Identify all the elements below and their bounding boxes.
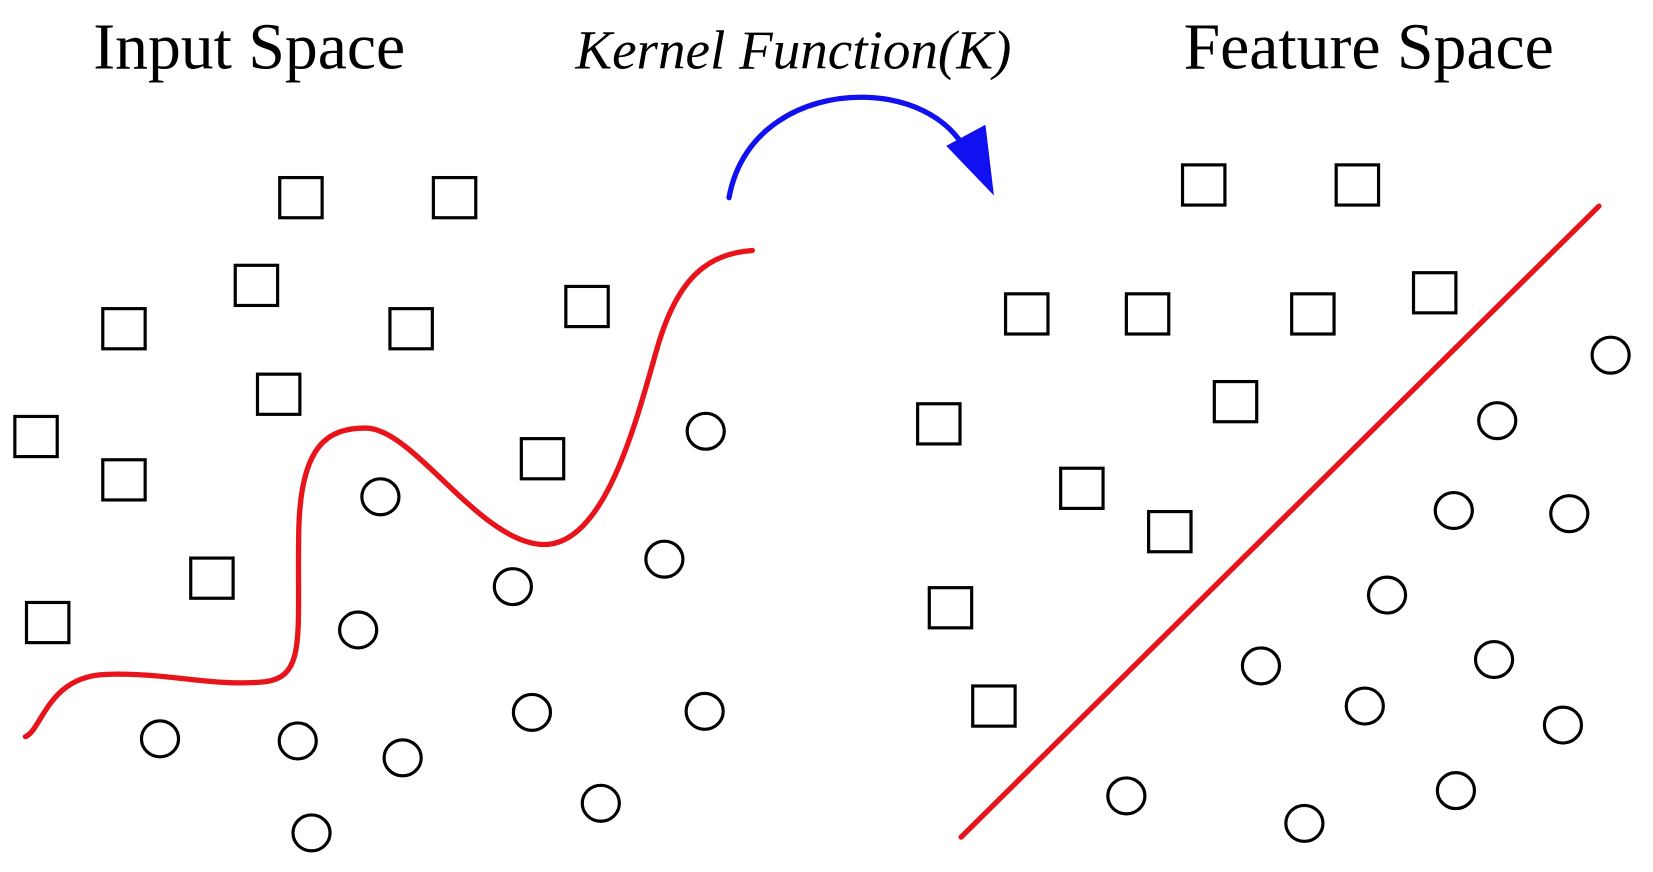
feature-square-point (1290, 292, 1336, 336)
input-square-point (431, 175, 478, 220)
feature-square-point (1212, 379, 1259, 424)
input-square-point (233, 263, 280, 308)
input-square-point (189, 556, 235, 600)
input-circle-point (139, 719, 181, 759)
input-circle-point (511, 692, 553, 732)
feature-circle-point (1106, 776, 1147, 816)
feature-square-point (1411, 271, 1458, 315)
feature-square-point (1334, 163, 1381, 207)
feature-square-point (1180, 163, 1227, 207)
input-circle-point (338, 610, 379, 650)
feature-circle-point (1473, 639, 1515, 680)
input-square-point (13, 414, 59, 459)
input-square-point (388, 307, 434, 351)
input-square-point (278, 175, 324, 220)
feature-square-point (1147, 509, 1193, 554)
feature-square-point (1059, 466, 1105, 510)
feature-circle-point (1549, 494, 1590, 534)
input-space-title: Input Space (93, 12, 405, 84)
linear-decision-boundary (958, 203, 1602, 840)
input-circle-point (492, 567, 533, 607)
input-circle-point (644, 539, 685, 579)
feature-circle-point (1590, 335, 1631, 375)
input-circle-point (684, 691, 725, 731)
kernel-function-label: Kernel Function(K) (574, 20, 1011, 81)
feature-circle-point (1542, 705, 1584, 745)
feature-circle-point (1435, 771, 1477, 811)
input-circle-point (580, 783, 621, 823)
feature-space-title: Feature Space (1184, 12, 1554, 84)
input-square-point (101, 458, 147, 502)
nonlinear-decision-boundary (22, 247, 755, 740)
feature-circle-point (1240, 646, 1282, 686)
input-square-point (24, 600, 71, 645)
input-square-point (519, 437, 566, 481)
kernel-arrow-head-icon (946, 124, 994, 196)
input-circle-point (291, 813, 332, 853)
input-circle-point (382, 738, 423, 778)
feature-circle-point (1477, 401, 1518, 441)
feature-circle-point (1344, 686, 1385, 726)
input-circle-point (685, 411, 726, 451)
kernel-arrow-arc (726, 94, 962, 201)
feature-square-point (916, 402, 962, 446)
feature-circle-point (1366, 575, 1408, 615)
feature-square-point (1003, 292, 1050, 336)
input-square-point (101, 307, 147, 351)
input-square-point (564, 284, 610, 329)
feature-square-point (971, 684, 1017, 728)
feature-circle-point (1284, 803, 1325, 843)
input-circle-point (360, 477, 401, 517)
input-circle-point (277, 721, 318, 761)
feature-square-point (1124, 292, 1171, 336)
feature-circle-point (1433, 490, 1474, 531)
feature-square-point (927, 586, 974, 630)
input-square-point (255, 372, 302, 416)
